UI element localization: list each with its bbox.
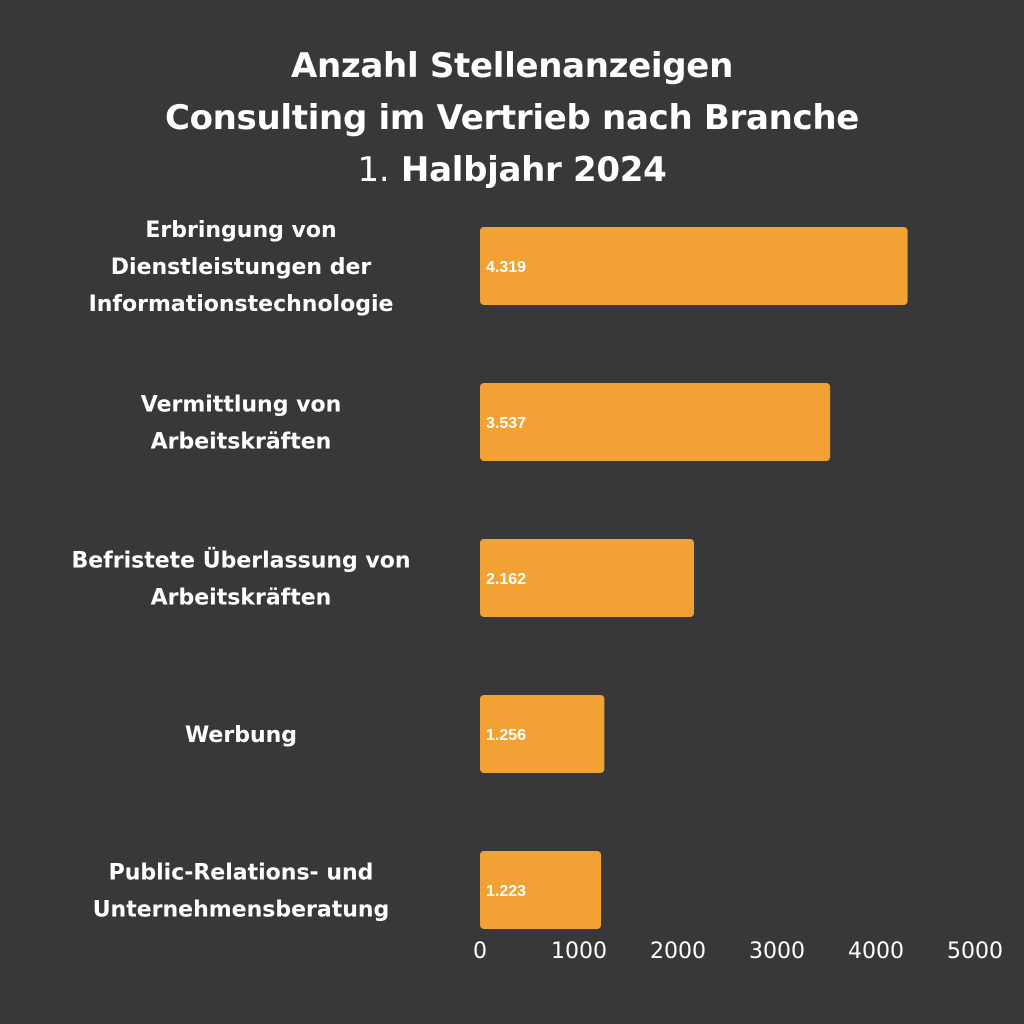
x-tick-label: 3000	[749, 939, 805, 964]
title-line-3-prefix: 1.	[357, 150, 390, 190]
bar-value-label: 1.256	[486, 727, 526, 744]
category-label: Unternehmensberatung	[93, 898, 390, 923]
bar	[480, 227, 908, 305]
bar	[480, 383, 831, 461]
category-label: Arbeitskräften	[151, 430, 332, 455]
x-axis-ticks-layer: 0 1000 2000 3000 4000 5000	[473, 939, 1003, 964]
chart-title: Anzahl Stellenanzeigen Consulting im Ver…	[0, 40, 1024, 196]
category-label: Befristete Überlassung von	[71, 548, 410, 574]
category-label: Dienstleistungen der	[111, 255, 372, 280]
category-label: Werbung	[185, 723, 297, 748]
bar	[480, 851, 602, 929]
x-tick-label: 0	[473, 939, 487, 964]
category-labels-layer: Erbringung von Dienstleistungen der Inform…	[71, 218, 410, 923]
category-label: Public-Relations- und	[109, 861, 374, 886]
title-line-1: Anzahl Stellenanzeigen	[291, 46, 733, 86]
x-tick-label: 1000	[551, 939, 607, 964]
title-line-2: Consulting im Vertrieb nach Branche	[164, 98, 860, 138]
bars-layer: 4.319 3.537 2.162 1.256 1.223	[480, 227, 908, 929]
title-line-3-main: Halbjahr 2024	[400, 150, 667, 190]
x-tick-label: 5000	[947, 939, 1003, 964]
x-tick-label: 4000	[848, 939, 904, 964]
category-label: Erbringung von	[145, 218, 336, 243]
title-line-3: 1. Halbjahr 2024	[0, 144, 1024, 196]
bar-value-label: 1.223	[486, 883, 526, 900]
bar-value-label: 3.537	[486, 415, 526, 432]
category-label: Arbeitskräften	[151, 586, 332, 611]
category-label: Informationstechnologie	[89, 292, 394, 317]
bar	[480, 695, 605, 773]
x-tick-label: 2000	[650, 939, 706, 964]
category-label: Vermittlung von	[141, 393, 341, 418]
bar	[480, 539, 695, 617]
bar-value-label: 2.162	[486, 571, 526, 588]
bar-value-label: 4.319	[486, 259, 526, 276]
